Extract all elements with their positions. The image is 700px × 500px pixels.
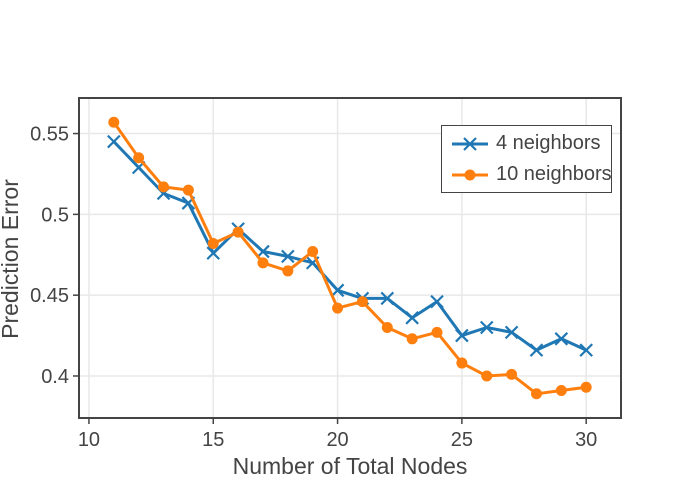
legend-label: 10 neighbors: [496, 163, 612, 185]
data-point-marker: [330, 283, 345, 298]
data-point-marker: [332, 302, 344, 314]
data-point-marker: [456, 357, 468, 369]
legend-item-4-neighbors[interactable]: 4 neighbors: [450, 129, 607, 158]
plot-border: [78, 97, 622, 419]
data-point-marker: [232, 226, 244, 238]
data-point-marker: [158, 181, 170, 193]
data-point-marker: [406, 333, 418, 345]
data-point-marker: [481, 370, 493, 382]
data-point-marker: [431, 326, 443, 338]
y-tick-label: 0.5: [41, 204, 69, 226]
x-tick-label: 25: [451, 429, 473, 451]
data-point-marker: [381, 321, 393, 333]
data-point-marker: [206, 246, 221, 260]
data-point-marker: [207, 237, 219, 249]
data-point-marker: [282, 265, 294, 277]
data-point-marker: [479, 320, 494, 335]
legend-item-10-neighbors[interactable]: 10 neighbors: [450, 160, 612, 189]
data-point-marker: [529, 343, 544, 357]
y-tick-label: 0.55: [30, 124, 69, 146]
legend-label: 4 neighbors: [496, 132, 601, 154]
x-tick-label: 30: [575, 429, 597, 451]
data-point-marker: [554, 332, 569, 346]
data-point-marker: [504, 325, 519, 340]
x-tick-label: 20: [326, 429, 348, 451]
data-point-marker: [405, 311, 419, 325]
data-point-marker: [580, 381, 592, 393]
data-point-marker: [430, 294, 444, 309]
data-point-marker: [530, 388, 542, 400]
data-point-marker: [380, 291, 395, 306]
data-point-marker: [356, 296, 368, 308]
y-tick-label: 0.4: [41, 366, 69, 388]
data-point-marker: [555, 385, 567, 397]
data-point-marker: [257, 257, 269, 269]
x-tick-label: 10: [78, 429, 100, 451]
data-point-marker: [107, 134, 121, 149]
x-tick-label: 15: [202, 429, 224, 451]
data-point-marker: [133, 152, 145, 164]
legend: 4 neighbors 10 neighbors: [441, 125, 612, 193]
data-point-marker: [281, 249, 295, 264]
data-point-marker: [455, 328, 469, 343]
data-point-marker: [307, 246, 319, 258]
data-point-marker: [182, 184, 194, 196]
y-tick-label: 0.45: [30, 285, 69, 307]
data-point-marker: [579, 343, 593, 357]
legend-x-marker-icon: [452, 136, 488, 151]
data-point-marker: [108, 116, 120, 128]
data-point-marker: [506, 368, 518, 380]
legend-circle-marker-icon: [452, 169, 488, 180]
series-line-4-neighbors: [112, 140, 588, 352]
